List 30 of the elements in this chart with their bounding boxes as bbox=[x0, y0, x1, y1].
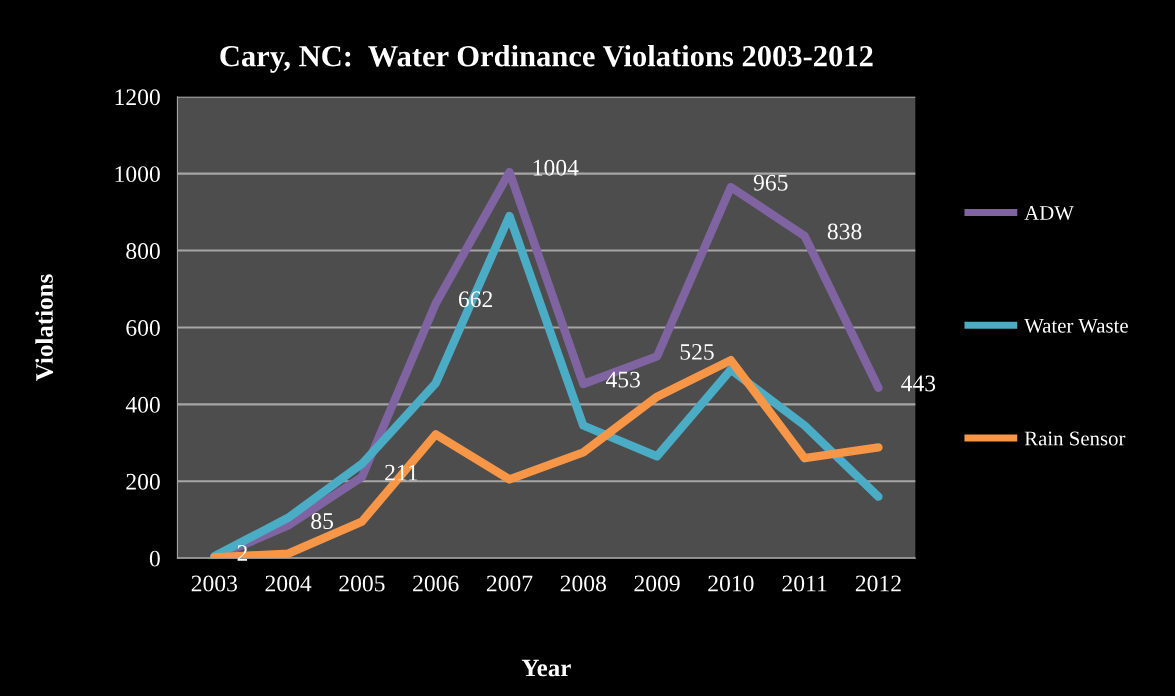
y-tick-label: 400 bbox=[125, 396, 160, 413]
x-tick-label: 2004 bbox=[265, 575, 312, 592]
x-tick-label: 2012 bbox=[855, 575, 901, 592]
y-tick-label: 0 bbox=[149, 550, 160, 567]
x-tick-label: 2003 bbox=[191, 575, 238, 592]
x-tick-label: 2011 bbox=[782, 575, 827, 592]
data-label: 85 bbox=[311, 513, 334, 530]
data-label: 1004 bbox=[533, 159, 579, 176]
y-tick-label: 1000 bbox=[115, 166, 160, 183]
legend-label: Water Waste bbox=[1024, 318, 1128, 333]
legend-label: ADW bbox=[1024, 206, 1074, 221]
data-label: 965 bbox=[753, 174, 788, 191]
y-tick-label: 200 bbox=[126, 473, 160, 490]
x-tick-label: 2010 bbox=[708, 575, 754, 592]
data-label: 838 bbox=[827, 223, 862, 240]
x-tick-label: 2009 bbox=[634, 575, 680, 592]
legend-label: Rain Sensor bbox=[1024, 431, 1126, 446]
data-label: 443 bbox=[901, 375, 936, 392]
data-label: 525 bbox=[680, 343, 714, 360]
x-tick-label: 2007 bbox=[486, 575, 533, 592]
x-axis-title: Year bbox=[521, 659, 571, 677]
data-label: 453 bbox=[605, 371, 640, 388]
x-tick-label: 2006 bbox=[413, 575, 459, 592]
y-axis-title: Violations bbox=[35, 274, 54, 381]
y-tick-label: 600 bbox=[126, 319, 160, 336]
y-tick-label: 1200 bbox=[115, 89, 160, 106]
chart-title: Cary, NC: Water Ordinance Violations 2003-2012 bbox=[220, 44, 873, 73]
y-tick-label: 800 bbox=[126, 243, 160, 259]
x-tick-label: 2005 bbox=[339, 575, 385, 592]
x-tick-label: 2008 bbox=[560, 575, 606, 592]
